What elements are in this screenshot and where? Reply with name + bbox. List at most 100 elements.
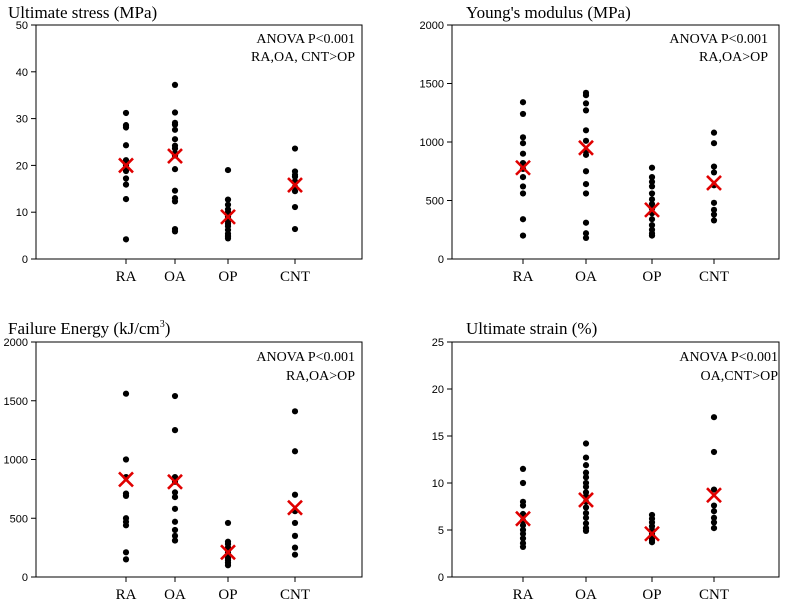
- data-point: [171, 166, 179, 173]
- data-point: [519, 522, 527, 529]
- data-point: [122, 195, 130, 203]
- anova-annotation: ANOVA P<0.001: [669, 32, 768, 47]
- mean-marker: [578, 492, 594, 508]
- data-point: [171, 505, 179, 512]
- data-point: [582, 230, 590, 237]
- data-point: [710, 519, 718, 526]
- y-tick-label: 20: [432, 384, 444, 396]
- scatter-plot: 0 5 10 15 20 25 RA OA OP CNT: [432, 337, 780, 603]
- data-point: [582, 514, 590, 521]
- mean-marker: [515, 510, 531, 527]
- data-point: [582, 483, 590, 490]
- anova-annotation: ANOVA P<0.001: [256, 32, 355, 47]
- x-tick-label-ra: RA: [513, 587, 534, 603]
- mean-marker: [118, 157, 134, 174]
- data-point: [122, 157, 130, 164]
- data-point: [122, 390, 130, 397]
- scatter-plot: 0 500 1000 1500 2000 RA OA OP CNT: [420, 20, 780, 285]
- data-point: [582, 219, 590, 226]
- x-tick-label-oa: OA: [575, 587, 597, 603]
- data-point: [291, 491, 299, 498]
- data-point: [171, 532, 179, 539]
- data-point: [224, 196, 232, 203]
- data-point: [648, 200, 656, 208]
- mean-marker-stroke: [706, 487, 722, 504]
- x-tick-label-ra: RA: [513, 269, 534, 285]
- data-point: [171, 494, 179, 501]
- mean-marker: [287, 177, 303, 193]
- data-point: [710, 199, 718, 206]
- data-point: [291, 551, 299, 558]
- panel-title: Failure Energy (kJ/cm3): [8, 319, 170, 338]
- mean-marker-stroke: [578, 139, 594, 156]
- mean-marker: [167, 148, 183, 164]
- panel-title: Ultimate strain (%): [466, 319, 597, 338]
- data-point: [519, 465, 527, 472]
- data-point: [710, 211, 718, 218]
- x-tick-label-op: OP: [642, 269, 661, 285]
- data-point: [648, 174, 656, 181]
- mean-marker: [706, 175, 722, 191]
- data-point: [582, 520, 590, 527]
- mean-marker: [578, 139, 594, 156]
- data-point: [291, 408, 299, 415]
- data-point: [224, 519, 232, 527]
- y-tick-label: 0: [438, 572, 444, 584]
- data-point: [122, 236, 130, 243]
- mean-marker-stroke: [706, 175, 722, 191]
- mean-marker: [220, 544, 236, 561]
- data-point: [648, 221, 656, 229]
- data-point: [710, 129, 718, 136]
- y-tick-label: 40: [16, 67, 28, 79]
- mean-marker: [706, 487, 722, 504]
- mean-marker: [515, 159, 531, 176]
- x-tick-label-op: OP: [218, 587, 237, 603]
- data-point: [582, 454, 590, 461]
- data-point: [519, 530, 527, 537]
- x-tick-label-ra: RA: [116, 269, 137, 285]
- data-point: [710, 525, 718, 532]
- data-point: [171, 81, 179, 89]
- y-tick-label: 50: [16, 20, 28, 32]
- data-point: [291, 532, 299, 539]
- y-tick-label: 15: [432, 431, 444, 443]
- data-point: [171, 526, 179, 534]
- data-point: [122, 181, 130, 188]
- data-point: [519, 99, 527, 106]
- posthoc-annotation: RA,OA>OP: [286, 369, 355, 384]
- data-point: [291, 173, 299, 180]
- data-point: [648, 232, 656, 239]
- panel-title: Young's modulus (MPa): [466, 3, 631, 22]
- mean-marker-stroke: [220, 208, 236, 225]
- y-tick-label: 0: [438, 254, 444, 266]
- data-point: [519, 134, 527, 141]
- data-point: [519, 535, 527, 542]
- x-tick-label-oa: OA: [164, 269, 186, 285]
- x-tick-label-cnt: CNT: [699, 269, 729, 285]
- data-point: [291, 448, 299, 455]
- data-point: [648, 539, 656, 546]
- data-point: [582, 474, 590, 481]
- mean-marker-stroke: [167, 473, 183, 490]
- data-point: [171, 121, 179, 128]
- data-point: [122, 124, 130, 131]
- panel-ultimate-stress: Ultimate stress (MPa) ANOVA P<0.001 RA,O…: [8, 3, 363, 285]
- data-point: [519, 183, 527, 190]
- data-point: [710, 414, 718, 421]
- data-point: [519, 232, 527, 239]
- data-point: [171, 537, 179, 544]
- x-tick-label-oa: OA: [575, 269, 597, 285]
- data-point: [122, 167, 130, 175]
- posthoc-annotation: RA,OA, CNT>OP: [251, 50, 355, 65]
- data-point: [519, 174, 527, 181]
- data-point: [519, 216, 527, 223]
- mean-marker-stroke: [578, 492, 594, 508]
- y-tick-label: 0: [22, 254, 28, 266]
- data-point: [224, 201, 232, 208]
- data-point: [171, 392, 179, 400]
- mean-marker: [220, 208, 236, 225]
- data-point: [648, 183, 656, 190]
- data-point: [519, 150, 527, 157]
- data-point: [171, 126, 179, 133]
- x-tick-label-oa: OA: [164, 587, 186, 603]
